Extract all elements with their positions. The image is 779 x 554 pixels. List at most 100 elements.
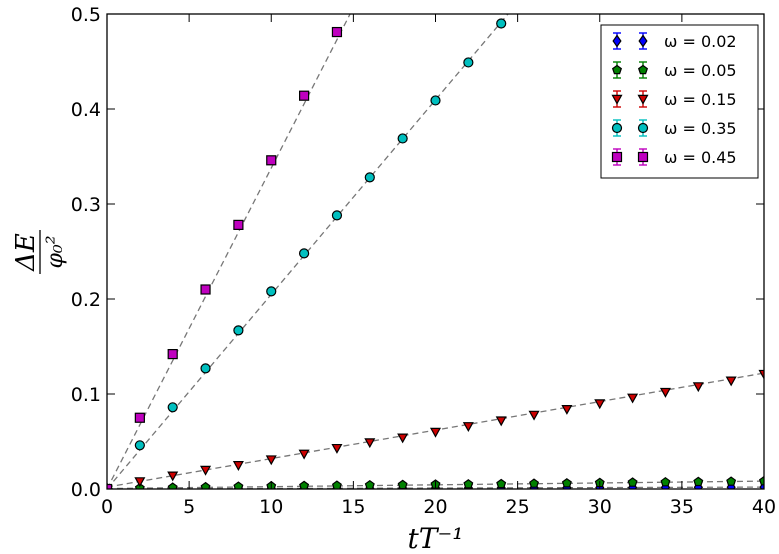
data-point <box>167 471 179 482</box>
data-point <box>233 325 244 336</box>
data-point <box>266 155 277 166</box>
data-point <box>397 133 408 144</box>
legend-entry: ω = 0.05 <box>611 61 737 80</box>
data-point <box>167 482 178 489</box>
data-point <box>265 455 277 466</box>
data-point <box>200 284 211 295</box>
x-tick-label: 15 <box>341 496 365 518</box>
data-point <box>463 479 474 489</box>
legend-label: ω = 0.05 <box>664 61 737 80</box>
data-point <box>331 210 343 221</box>
data-point <box>266 286 277 297</box>
data-point <box>299 90 310 101</box>
data-point <box>725 376 737 387</box>
data-point <box>594 399 606 410</box>
data-point <box>758 475 764 486</box>
data-point <box>627 393 639 404</box>
legend: ω = 0.02 ω = 0.05 ω = 0.15 ω = 0.35 ω = 0.45 <box>600 24 759 179</box>
x-tick-label: 5 <box>183 496 195 518</box>
data-point <box>429 427 442 438</box>
y-tick-label: 0.5 <box>71 4 101 26</box>
legend-entry: ω = 0.45 <box>611 148 737 167</box>
data-point <box>397 433 409 444</box>
data-point <box>298 449 310 460</box>
series-3 <box>107 18 507 489</box>
data-point <box>463 57 474 68</box>
data-point <box>627 477 638 487</box>
legend-label: ω = 0.02 <box>664 32 737 51</box>
data-point <box>430 95 441 106</box>
legend-entry: ω = 0.15 <box>611 90 737 109</box>
data-point <box>529 478 540 488</box>
y-axis-label-numerator: ΔE <box>11 233 41 272</box>
data-point <box>331 26 343 38</box>
data-point <box>528 410 540 421</box>
data-point <box>233 481 244 489</box>
data-point <box>107 483 113 489</box>
data-point <box>659 387 671 398</box>
legend-label: ω = 0.15 <box>664 90 737 109</box>
series-2 <box>107 369 764 489</box>
legend-label: ω = 0.35 <box>664 119 737 138</box>
data-point <box>758 369 764 380</box>
x-tick-label: 30 <box>588 496 612 518</box>
legend-label: ω = 0.45 <box>664 148 737 167</box>
data-point <box>299 248 310 259</box>
legend-entry: ω = 0.02 <box>612 32 737 51</box>
data-point <box>134 477 146 488</box>
data-point <box>299 480 310 489</box>
series-4 <box>107 26 343 489</box>
data-point <box>693 476 704 487</box>
data-point <box>496 478 507 489</box>
data-point <box>200 465 212 476</box>
legend-box <box>600 24 759 179</box>
y-tick-label: 0.3 <box>71 194 101 216</box>
data-point <box>134 440 145 451</box>
y-tick-label: 0.0 <box>71 479 101 501</box>
legend-marker <box>611 94 623 105</box>
x-tick-label: 40 <box>752 496 776 518</box>
data-point <box>134 412 145 423</box>
data-point <box>232 461 244 471</box>
data-point <box>331 480 342 489</box>
y-tick-label: 0.1 <box>71 384 101 406</box>
y-tick-label: 0.2 <box>71 289 101 311</box>
data-point <box>200 363 211 374</box>
x-tick-label: 20 <box>423 496 447 518</box>
data-point <box>167 402 178 413</box>
y-axis-label-denominator: φ₀² <box>43 235 68 268</box>
axis-ticks: 0 5 10 15 20 25 30 35 40 0.0 0.1 0.2 0.3 0.4 0.5 <box>71 4 776 518</box>
data-point <box>462 422 474 433</box>
y-tick-label: 0.4 <box>71 99 101 121</box>
axis-labels: tT⁻¹ ΔE φ₀² <box>11 230 463 554</box>
legend-marker <box>612 34 622 48</box>
data-point <box>660 476 671 487</box>
legend-marker <box>637 122 649 134</box>
legend-marker <box>637 94 649 105</box>
data-point <box>167 349 178 360</box>
legend-entry: ω = 0.35 <box>611 119 737 138</box>
legend-marker <box>611 151 623 163</box>
data-point <box>200 481 211 489</box>
x-tick-label: 0 <box>101 496 113 518</box>
data-point <box>364 172 375 183</box>
legend-marker <box>637 151 649 163</box>
data-point <box>364 438 376 449</box>
data-point <box>692 382 704 393</box>
x-tick-label: 35 <box>670 496 694 518</box>
data-point <box>331 443 343 454</box>
x-tick-label: 10 <box>259 496 283 518</box>
data-point <box>496 18 507 29</box>
legend-marker <box>638 34 648 48</box>
x-tick-label: 25 <box>506 496 530 518</box>
legend-marker <box>637 64 649 75</box>
data-point <box>561 405 573 415</box>
data-point <box>495 416 507 427</box>
data-point <box>233 219 244 230</box>
fit-line-series-3 <box>107 14 509 489</box>
legend-marker <box>611 122 623 134</box>
data-point <box>726 476 737 486</box>
x-axis-label: tT⁻¹ <box>408 522 464 554</box>
data-point <box>561 478 572 488</box>
